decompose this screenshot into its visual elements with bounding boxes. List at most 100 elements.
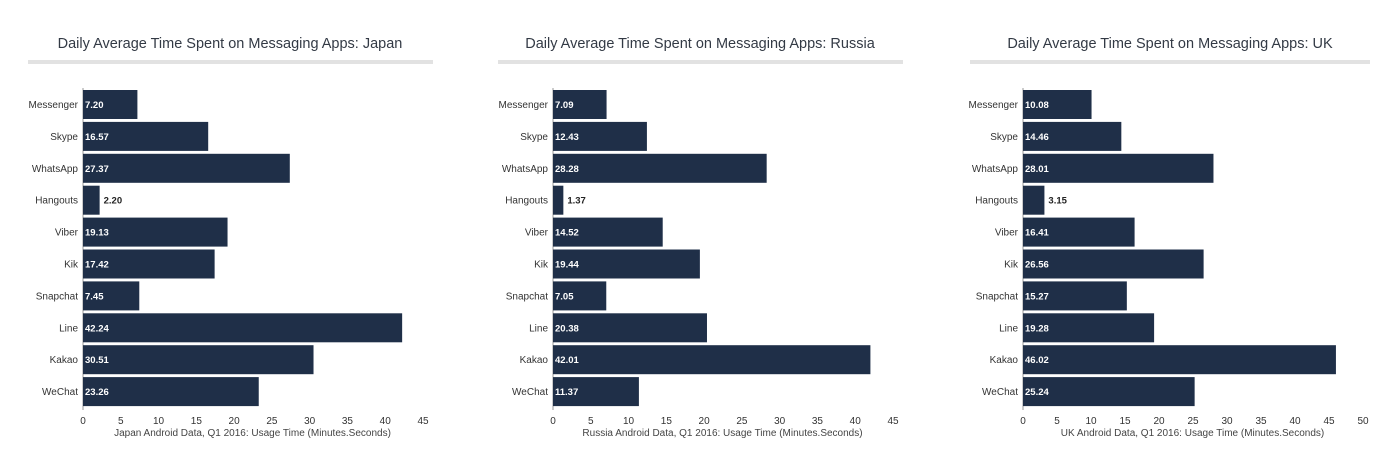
x-tick-label: 5	[588, 416, 594, 427]
x-tick-label: 25	[266, 416, 278, 427]
data-label: 46.02	[1025, 355, 1049, 366]
category-label: Kik	[64, 260, 79, 271]
data-label: 25.24	[1025, 387, 1049, 398]
category-label: WhatsApp	[32, 164, 79, 175]
category-label: Viber	[55, 228, 79, 239]
category-label: Line	[59, 323, 78, 334]
category-label: Skype	[520, 132, 548, 143]
x-tick-label: 50	[1357, 416, 1369, 427]
bar	[1023, 121, 1122, 151]
category-label: Kakao	[50, 355, 79, 366]
category-label: Viber	[525, 228, 549, 239]
x-tick-label: 0	[80, 416, 86, 427]
bar	[1023, 185, 1045, 215]
bar	[553, 377, 639, 407]
bar	[553, 153, 767, 183]
data-label: 19.44	[555, 260, 579, 271]
data-label: 19.28	[1025, 323, 1049, 334]
bar	[1023, 153, 1214, 183]
bar	[1023, 377, 1195, 407]
bar	[83, 345, 314, 375]
bar-chart-uk: Messenger 10.08 Skype 14.46 WhatsApp 28.01 Han…	[969, 88, 1369, 427]
category-label: Snapchat	[506, 291, 548, 302]
bar	[553, 281, 607, 311]
x-axis-label: Russia Android Data, Q1 2016: Usage Time…	[582, 428, 863, 439]
x-tick-label: 40	[1289, 416, 1301, 427]
data-label: 42.01	[555, 355, 579, 366]
x-tick-label: 5	[1054, 416, 1060, 427]
x-tick-label: 15	[191, 416, 203, 427]
x-tick-label: 45	[1323, 416, 1335, 427]
x-axis-label: UK Android Data, Q1 2016: Usage Time (Mi…	[1060, 428, 1325, 439]
x-tick-label: 15	[661, 416, 673, 427]
data-label: 28.28	[555, 164, 579, 175]
bar	[1023, 249, 1204, 279]
x-tick-label: 20	[699, 416, 711, 427]
bar-chart-russia: Messenger 7.09 Skype 12.43 WhatsApp 28.28 Hang…	[499, 88, 899, 427]
bar	[83, 377, 259, 407]
category-label: Skype	[990, 132, 1018, 143]
data-label: 7.45	[85, 291, 104, 302]
data-label: 15.27	[1025, 291, 1049, 302]
bar	[553, 121, 647, 151]
bar	[83, 185, 100, 215]
data-label: 23.26	[85, 387, 109, 398]
chart-title: Daily Average Time Spent on Messaging Ap…	[57, 36, 403, 52]
chart-panel-uk: Daily Average Time Spent on Messaging Ap…	[950, 0, 1390, 470]
x-tick-label: 15	[1119, 416, 1131, 427]
x-tick-label: 45	[887, 416, 899, 427]
bar	[83, 153, 290, 183]
data-label: 3.15	[1048, 196, 1067, 207]
bar	[83, 217, 228, 247]
data-label: 26.56	[1025, 260, 1049, 271]
x-tick-label: 20	[1153, 416, 1165, 427]
bar	[1023, 281, 1127, 311]
title-divider	[28, 60, 433, 64]
bar-chart-japan: Messenger 7.20 Skype 16.57 WhatsApp 27.37 Hang…	[29, 88, 429, 427]
category-label: Kakao	[520, 355, 549, 366]
x-tick-label: 30	[774, 416, 786, 427]
chart-panel-russia: Daily Average Time Spent on Messaging Ap…	[480, 0, 920, 470]
data-label: 12.43	[555, 132, 579, 143]
category-label: Kakao	[990, 355, 1019, 366]
title-divider	[970, 60, 1370, 64]
category-label: WeChat	[42, 387, 78, 398]
data-label: 14.52	[555, 228, 579, 239]
x-tick-label: 20	[229, 416, 241, 427]
bar	[553, 313, 707, 343]
category-label: Snapchat	[36, 291, 78, 302]
data-label: 11.37	[555, 387, 578, 398]
category-label: Skype	[50, 132, 78, 143]
category-label: WhatsApp	[972, 164, 1019, 175]
data-label: 28.01	[1025, 164, 1049, 175]
bar	[1023, 313, 1155, 343]
x-tick-label: 40	[850, 416, 862, 427]
x-tick-label: 25	[736, 416, 748, 427]
bar	[1023, 217, 1135, 247]
category-label: WeChat	[512, 387, 548, 398]
data-label: 42.24	[85, 323, 109, 334]
x-tick-label: 25	[1187, 416, 1199, 427]
category-label: WeChat	[982, 387, 1018, 398]
category-label: Snapchat	[976, 291, 1018, 302]
data-label: 16.57	[85, 132, 109, 143]
x-tick-label: 30	[1221, 416, 1233, 427]
x-tick-label: 10	[623, 416, 635, 427]
category-label: Messenger	[29, 100, 79, 111]
data-label: 19.13	[85, 228, 109, 239]
data-label: 14.46	[1025, 132, 1049, 143]
x-tick-label: 30	[304, 416, 316, 427]
x-tick-label: 35	[342, 416, 354, 427]
data-label: 1.37	[567, 196, 586, 207]
bar	[83, 121, 209, 151]
chart-title: Daily Average Time Spent on Messaging Ap…	[525, 36, 875, 52]
data-label: 2.20	[104, 196, 123, 207]
data-label: 20.38	[555, 323, 579, 334]
data-label: 30.51	[85, 355, 109, 366]
x-tick-label: 0	[550, 416, 556, 427]
title-divider	[498, 60, 903, 64]
data-label: 10.08	[1025, 100, 1049, 111]
x-axis-label: Japan Android Data, Q1 2016: Usage Time …	[114, 428, 391, 439]
bar	[1023, 90, 1092, 119]
x-tick-label: 40	[380, 416, 392, 427]
